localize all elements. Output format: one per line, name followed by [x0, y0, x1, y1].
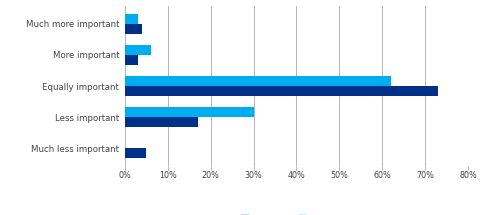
- Bar: [125, 117, 198, 127]
- Bar: [125, 14, 138, 24]
- Bar: [125, 24, 142, 34]
- Bar: [125, 45, 151, 55]
- Bar: [125, 107, 253, 117]
- Bar: [125, 148, 146, 158]
- Bar: [125, 86, 438, 96]
- Bar: [125, 76, 391, 86]
- Bar: [125, 55, 138, 65]
